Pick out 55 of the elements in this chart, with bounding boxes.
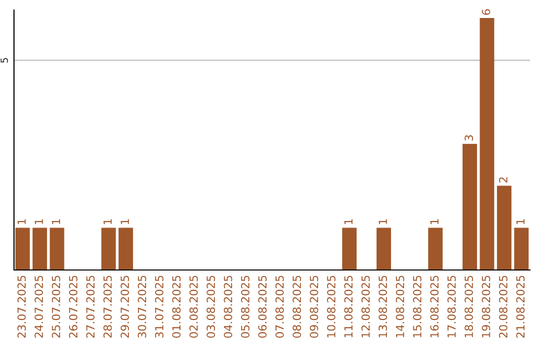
data-label: 1 <box>344 219 352 224</box>
x-tick-label: 03.08.2025 <box>206 276 216 338</box>
bar <box>462 144 478 270</box>
x-tick-label: 08.08.2025 <box>292 276 302 338</box>
data-label: 1 <box>120 219 129 224</box>
x-tick-label: 29.07.2025 <box>120 276 130 338</box>
x-tick-label: 16.08.2025 <box>430 276 439 338</box>
x-tick-label: 11.08.2025 <box>344 276 353 338</box>
x-tick-label: 07.08.2025 <box>275 276 284 338</box>
bar <box>376 228 392 270</box>
data-label: 1 <box>34 219 43 224</box>
x-tick-label: 10.08.2025 <box>327 276 336 338</box>
x-tick-label: 20.08.2025 <box>499 276 508 338</box>
data-label: 1 <box>430 219 438 224</box>
x-tick-label: 25.07.2025 <box>52 276 60 338</box>
x-tick-label: 14.08.2025 <box>396 276 404 338</box>
x-tick-label: 28.07.2025 <box>103 276 112 338</box>
x-tick-label: 30.07.2025 <box>138 276 146 338</box>
x-tick-label: 04.08.2025 <box>224 276 232 338</box>
y-tick-label: 5 <box>0 58 8 63</box>
bar <box>15 228 30 270</box>
bar <box>32 228 48 270</box>
x-tick-label: 26.07.2025 <box>69 276 78 338</box>
x-tick-label: 01.08.2025 <box>172 276 181 338</box>
data-label: 3 <box>464 135 474 141</box>
bar <box>514 228 529 270</box>
x-tick-label: 15.08.2025 <box>413 276 422 338</box>
data-label: 6 <box>482 9 490 15</box>
data-label: 1 <box>516 219 524 224</box>
x-tick-label: 13.08.2025 <box>378 276 388 338</box>
x-tick-label: 05.08.2025 <box>241 276 250 338</box>
data-label: 1 <box>378 219 387 224</box>
x-tick-label: 12.08.2025 <box>361 276 370 338</box>
bar <box>118 228 134 270</box>
x-tick-label: 31.07.2025 <box>155 276 164 338</box>
bar <box>496 186 512 270</box>
x-tick-label: 06.08.2025 <box>258 276 267 338</box>
data-label: 2 <box>499 177 508 183</box>
x-tick-label: 19.08.2025 <box>482 276 490 338</box>
bar <box>428 228 443 270</box>
data-label: 1 <box>104 219 112 224</box>
x-tick-label: 23.07.2025 <box>17 276 26 338</box>
data-label: 1 <box>52 219 60 224</box>
x-tick-label: 02.08.2025 <box>189 276 198 338</box>
bar <box>480 18 494 270</box>
bar <box>342 228 357 270</box>
x-tick-label: 17.08.2025 <box>447 276 456 338</box>
x-tick-label: 21.08.2025 <box>516 276 525 338</box>
x-tick-label: 27.07.2025 <box>86 276 95 338</box>
x-tick-label: 09.08.2025 <box>310 276 318 338</box>
bar <box>50 228 64 270</box>
data-label: 1 <box>18 219 26 224</box>
x-tick-label: 18.08.2025 <box>464 276 474 338</box>
bar <box>101 228 116 270</box>
x-tick-label: 24.07.2025 <box>34 276 44 338</box>
